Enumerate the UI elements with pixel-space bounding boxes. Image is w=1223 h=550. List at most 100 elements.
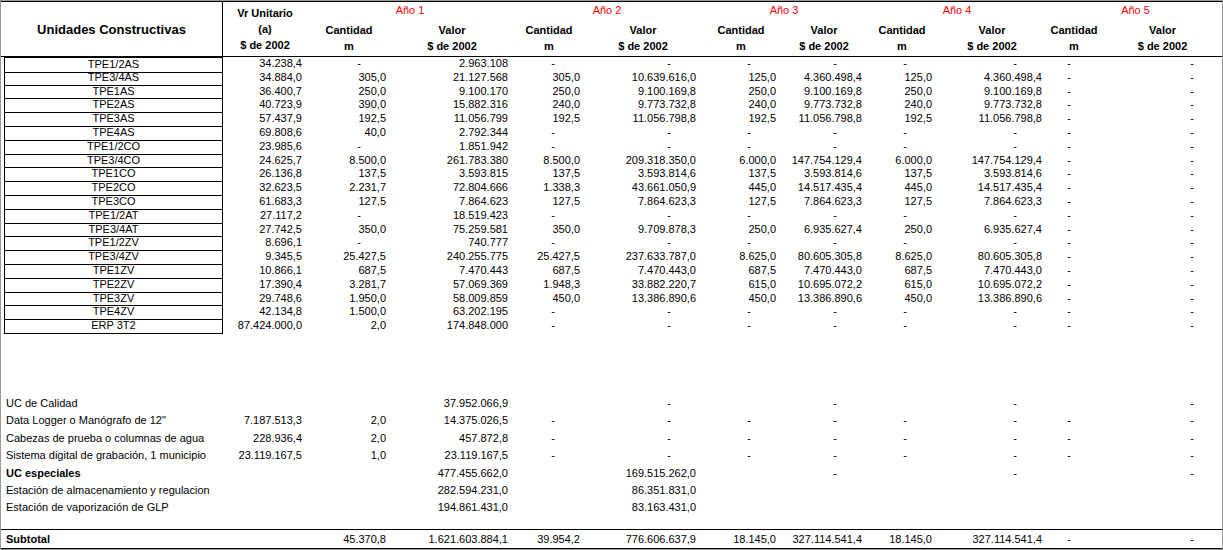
table-row: TPE2ZV17.390,43.281,757.069.3691.948,333… [1, 278, 1222, 292]
cell: - [1047, 112, 1101, 127]
row-label: TPE2ZV [4, 278, 223, 293]
header-ano-5: Año 5 [1047, 2, 1223, 20]
cell: - [513, 412, 585, 429]
cell: 83.163.431,0 [585, 499, 701, 516]
cell: - [781, 140, 867, 155]
cell: 7.864.623,3 [937, 195, 1047, 210]
cell: - [1101, 465, 1223, 482]
table-row: TPE1CO26.136,8137,53.593.815137,53.593.8… [1, 167, 1222, 181]
cell: 127,5 [307, 195, 391, 210]
cell [223, 530, 307, 548]
table-row: ERP 3T287.424.000,02,0174.848.000-------… [1, 319, 1222, 333]
cell: 2.231,7 [307, 181, 391, 196]
header-line: $ de 2002 [937, 38, 1047, 54]
cell: 305,0 [307, 71, 391, 86]
cell: - [1047, 447, 1101, 464]
cell: - [585, 319, 701, 334]
table-row: TPE1/2CO23.985,6-1.851.942-------- [1, 140, 1222, 154]
table-row: Cabezas de prueba o columnas de agua228.… [1, 430, 1222, 447]
cell: 23.119.167,5 [223, 447, 307, 464]
cell: 6.935.627,4 [781, 223, 867, 238]
cell: 6.000,0 [701, 154, 781, 169]
cell: 27.117,2 [223, 209, 307, 224]
cell: 8.500,0 [307, 154, 391, 169]
cell: 250,0 [513, 85, 585, 100]
special-rows-section: UC de Calidad37.952.066,9----Data Logger… [1, 395, 1222, 517]
cell: - [1047, 98, 1101, 113]
table-row: Sistema digital de grabación, 1 municipi… [1, 447, 1222, 464]
cell: - [937, 430, 1047, 447]
cell: 61.683,3 [223, 195, 307, 210]
cost-table: Unidades Constructivas Vr Unitario (a) $… [0, 0, 1223, 550]
row-label: ERP 3T2 [4, 319, 223, 334]
table-row: TPE2CO32.623,52.231,772.804.6661.338,343… [1, 181, 1222, 195]
header-cantidad-ano-1: Cantidadm [307, 20, 391, 57]
cell: 240,0 [513, 98, 585, 113]
cell: 125,0 [867, 71, 937, 86]
cell: - [585, 412, 701, 429]
cell: 6.000,0 [867, 154, 937, 169]
cell: - [781, 236, 867, 251]
cell: - [585, 305, 701, 320]
header-line: Valor [937, 22, 1047, 38]
cell: 687,5 [307, 264, 391, 279]
cell [701, 482, 781, 499]
cell: 80.605.305,8 [781, 250, 867, 265]
table-row: TPE3/4ZV9.345,525.427,5240.255.77525.427… [1, 250, 1222, 264]
row-label: TPE3/4AS [4, 71, 223, 86]
cell [701, 395, 781, 412]
cell: 63.202.195 [391, 305, 513, 320]
cell: - [937, 319, 1047, 334]
cell: 9.100.170 [391, 85, 513, 100]
cell: 3.281,7 [307, 278, 391, 293]
header-line: $ de 2002 [585, 38, 701, 54]
cell: 11.056.798,8 [781, 112, 867, 127]
row-label: TPE3CO [4, 195, 223, 210]
cell: 1.948,3 [513, 278, 585, 293]
cell: 237.633.787,0 [585, 250, 701, 265]
table-row: TPE2AS40.723,9390,015.882.316240,09.773.… [1, 98, 1222, 112]
cell: - [937, 305, 1047, 320]
cell [937, 499, 1047, 516]
cell: - [867, 126, 937, 141]
cell: - [1101, 530, 1223, 548]
cell: - [1101, 292, 1223, 307]
cell: - [701, 209, 781, 224]
table-row: TPE3/4AT27.742,5350,075.259.581350,09.70… [1, 223, 1222, 237]
table-row: Subtotal45.370,81.621.603.884,139.954,27… [1, 529, 1222, 550]
cell: 10.639.616,0 [585, 71, 701, 86]
cell: 13.386.890,6 [937, 292, 1047, 307]
cell: 240,0 [867, 98, 937, 113]
cell: - [1047, 181, 1101, 196]
cell: - [781, 395, 867, 412]
table-row: TPE1ZV10.866,1687,57.470.443687,57.470.4… [1, 264, 1222, 278]
header-vr-unitario: Vr Unitario (a) $ de 2002 [223, 2, 307, 57]
cell: - [1101, 85, 1223, 100]
cell: 23.119.167,5 [391, 447, 513, 464]
cell: - [585, 140, 701, 155]
table-row: TPE1/2AT27.117,2-18.519.423-------- [1, 209, 1222, 223]
cell: 75.259.581 [391, 223, 513, 238]
row-label: Data Logger o Manógrafo de 12" [1, 412, 223, 429]
cell: 7.864.623,3 [585, 195, 701, 210]
cell: 32.623,5 [223, 181, 307, 196]
cell: 250,0 [701, 223, 781, 238]
cell: - [701, 412, 781, 429]
cell: 240.255.775 [391, 250, 513, 265]
cell: 740.777 [391, 236, 513, 251]
header-ano-4: Año 4 [867, 2, 1047, 20]
cell: 40,0 [307, 126, 391, 141]
cell: 8.625,0 [701, 250, 781, 265]
cell [867, 465, 937, 482]
header-line: $ de 2002 [1101, 38, 1223, 54]
cell: 29.748,6 [223, 292, 307, 307]
cell: 445,0 [867, 181, 937, 196]
header-line: Valor [585, 22, 701, 38]
header-line: Valor [781, 22, 867, 38]
cell: - [781, 319, 867, 334]
cell: - [513, 126, 585, 141]
cell: - [937, 140, 1047, 155]
cell [307, 482, 391, 499]
cell: 15.882.316 [391, 98, 513, 113]
cell: 72.804.666 [391, 181, 513, 196]
